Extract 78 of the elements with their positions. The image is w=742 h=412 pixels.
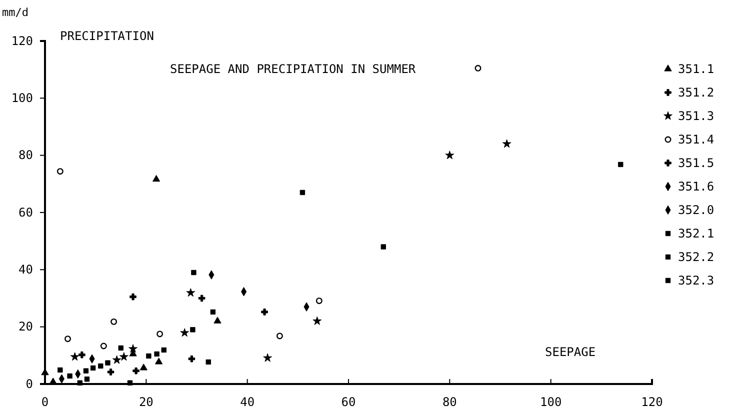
point bbox=[107, 368, 114, 376]
point bbox=[156, 330, 164, 338]
point bbox=[119, 352, 128, 361]
x-tick-label: 40 bbox=[240, 395, 255, 410]
point bbox=[112, 355, 122, 364]
point bbox=[155, 358, 163, 364]
point bbox=[127, 380, 133, 386]
legend-label: 351.5 bbox=[678, 156, 714, 170]
point bbox=[130, 293, 136, 300]
point bbox=[188, 355, 196, 362]
point bbox=[146, 353, 152, 359]
point bbox=[180, 328, 190, 337]
point bbox=[128, 344, 138, 353]
x-tick-label: 0 bbox=[41, 395, 49, 410]
y-tick-label: 100 bbox=[11, 91, 33, 106]
point bbox=[445, 150, 454, 160]
point bbox=[83, 368, 89, 374]
point bbox=[129, 350, 137, 356]
y-tick-label: 80 bbox=[18, 148, 33, 162]
y-axis-title: PRECIPITATION bbox=[60, 29, 154, 43]
point bbox=[70, 352, 80, 361]
point bbox=[100, 342, 107, 350]
point bbox=[161, 347, 166, 353]
x-tick-label: 20 bbox=[138, 395, 154, 410]
point bbox=[206, 359, 211, 365]
point bbox=[198, 294, 206, 302]
legend-label: 352.0 bbox=[678, 203, 714, 217]
legend-label: 351.2 bbox=[678, 86, 714, 100]
point bbox=[190, 327, 196, 332]
point bbox=[276, 332, 283, 340]
point bbox=[110, 318, 118, 325]
point bbox=[90, 365, 96, 371]
point bbox=[98, 363, 104, 369]
legend-label: 351.4 bbox=[678, 132, 714, 146]
point bbox=[64, 336, 72, 342]
point bbox=[58, 367, 63, 373]
point bbox=[186, 288, 196, 297]
y-tick-label: 20 bbox=[18, 320, 33, 334]
point bbox=[474, 64, 482, 72]
legend-label: 352.3 bbox=[678, 274, 714, 288]
point bbox=[502, 139, 512, 148]
legend-label: 352.2 bbox=[678, 250, 714, 264]
x-tick-label: 60 bbox=[341, 395, 356, 410]
y-tick-label: 40 bbox=[18, 262, 33, 277]
point bbox=[154, 351, 160, 357]
x-tick-label: 100 bbox=[540, 395, 562, 410]
text: SEEPAGE AND PRECIPIATION IN SUMMER bbox=[170, 62, 416, 76]
legend-label: 351.1 bbox=[678, 62, 714, 76]
point bbox=[132, 367, 140, 374]
point bbox=[263, 353, 272, 362]
y-tick-label: 120 bbox=[11, 34, 33, 48]
point bbox=[210, 309, 216, 315]
point bbox=[67, 373, 72, 379]
text: mm/d bbox=[2, 6, 28, 19]
point bbox=[118, 345, 124, 351]
point bbox=[316, 298, 322, 304]
point bbox=[84, 376, 90, 382]
y-tick-label: 0 bbox=[26, 376, 33, 391]
x-tick-label: 80 bbox=[442, 395, 457, 410]
point bbox=[77, 380, 82, 386]
point bbox=[105, 360, 110, 366]
y-tick-label: 60 bbox=[18, 205, 33, 220]
point bbox=[152, 174, 160, 182]
point bbox=[191, 270, 196, 276]
legend-label: 351.3 bbox=[678, 109, 714, 123]
x-axis-title: SEEPAGE bbox=[545, 345, 596, 359]
point bbox=[78, 351, 86, 358]
point bbox=[214, 316, 222, 324]
point bbox=[380, 244, 386, 250]
point bbox=[140, 364, 148, 370]
legend-label: 352.1 bbox=[678, 226, 714, 240]
point bbox=[312, 316, 322, 325]
legend-label: 351.6 bbox=[678, 180, 714, 194]
point bbox=[618, 162, 624, 168]
x-tick-label: 120 bbox=[641, 395, 663, 410]
point bbox=[300, 190, 306, 196]
point bbox=[261, 308, 268, 316]
point bbox=[56, 168, 64, 175]
